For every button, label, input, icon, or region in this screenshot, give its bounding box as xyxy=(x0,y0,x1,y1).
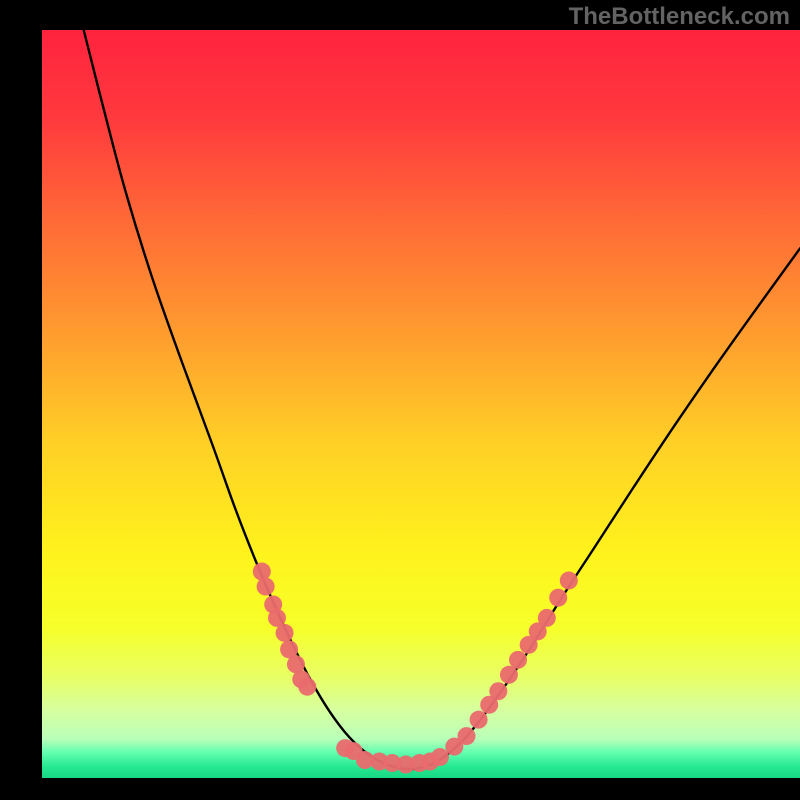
data-marker xyxy=(560,572,578,590)
plot-area xyxy=(42,30,800,778)
data-marker xyxy=(470,711,488,729)
data-marker xyxy=(489,682,507,700)
data-marker xyxy=(431,748,449,766)
data-marker xyxy=(298,678,316,696)
watermark-text: TheBottleneck.com xyxy=(569,3,790,31)
data-marker xyxy=(253,563,271,581)
data-marker xyxy=(549,589,567,607)
data-marker xyxy=(538,609,556,627)
data-markers xyxy=(253,563,578,774)
chart-frame: TheBottleneck.com xyxy=(0,0,800,800)
data-marker xyxy=(257,578,275,596)
bottleneck-curve xyxy=(84,30,800,769)
data-marker xyxy=(457,727,475,745)
curve-layer xyxy=(42,30,800,778)
data-marker xyxy=(509,651,527,669)
data-marker xyxy=(500,666,518,684)
data-marker xyxy=(276,624,294,642)
